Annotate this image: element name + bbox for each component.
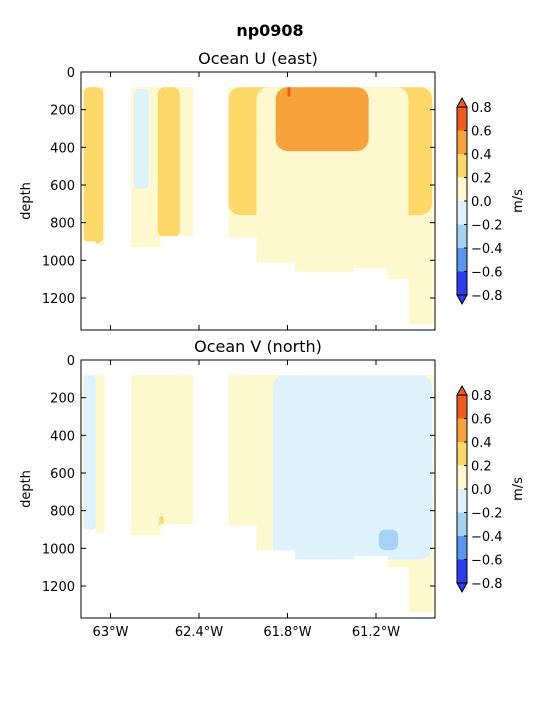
colorbar-segment bbox=[457, 418, 467, 443]
y-tick-label: 200 bbox=[50, 104, 75, 119]
y-tick-label: 400 bbox=[50, 429, 75, 444]
colorbar-label: m/s bbox=[511, 189, 526, 213]
colorbar-tick-label: 0.4 bbox=[471, 148, 492, 163]
colorbar-segment bbox=[457, 130, 467, 155]
x-tick-label: 62.4°W bbox=[175, 625, 223, 640]
colorbar-tick-label: −0.2 bbox=[471, 507, 503, 522]
colorbar-segment bbox=[457, 201, 467, 225]
contour-field bbox=[82, 87, 434, 325]
colorbar-segment bbox=[457, 271, 467, 296]
colorbar-tick-label: −0.4 bbox=[471, 530, 503, 545]
y-tick-label: 600 bbox=[50, 467, 75, 482]
colorbar-segment bbox=[457, 442, 467, 466]
contour-region bbox=[287, 87, 291, 97]
contour-region bbox=[83, 87, 104, 244]
y-tick-label: 600 bbox=[50, 179, 75, 194]
colorbar-segment bbox=[457, 107, 467, 131]
colorbar-tick-label: −0.6 bbox=[471, 266, 503, 281]
y-tick-label: 400 bbox=[50, 141, 75, 156]
y-tick-label: 0 bbox=[67, 66, 75, 81]
colorbar-segment bbox=[457, 465, 467, 490]
contour-region bbox=[134, 88, 149, 189]
y-tick-label: 200 bbox=[50, 392, 75, 407]
y-tick-label: 1200 bbox=[42, 580, 75, 595]
y-axis-label: depth bbox=[19, 470, 34, 508]
colorbar-tick-label: 0.6 bbox=[471, 413, 492, 428]
x-tick-label: 61.2°W bbox=[352, 625, 400, 640]
axes-title: Ocean U (east) bbox=[198, 49, 318, 68]
colorbar-segment bbox=[457, 154, 467, 178]
colorbar-segment bbox=[457, 512, 467, 537]
colorbar-tick-label: −0.2 bbox=[471, 219, 503, 234]
colorbar-tick-label: 0.6 bbox=[471, 125, 492, 140]
y-axis-label: depth bbox=[19, 182, 34, 220]
y-tick-label: 1000 bbox=[42, 254, 75, 269]
axes-frame bbox=[80, 359, 436, 619]
contour-region bbox=[157, 87, 180, 238]
y-tick-label: 800 bbox=[50, 217, 75, 232]
y-tick-label: 0 bbox=[67, 354, 75, 369]
x-tick-label: 63°W bbox=[93, 625, 129, 640]
colorbar-tick-label: 0.2 bbox=[471, 460, 492, 475]
colorbar-tick-label: −0.8 bbox=[471, 289, 503, 304]
axes-frame bbox=[80, 71, 436, 331]
colorbar-segment bbox=[457, 489, 467, 513]
y-tick-label: 800 bbox=[50, 505, 75, 520]
panel-1: Ocean U (east) 0 200 400 600 800 1000 1200 depth… bbox=[19, 49, 526, 331]
colorbar-tick-label: −0.4 bbox=[471, 242, 503, 257]
colorbar-segment bbox=[457, 559, 467, 584]
contour-region bbox=[83, 375, 96, 530]
colorbar-segment bbox=[457, 248, 467, 272]
colorbar-tick-label: 0.0 bbox=[471, 195, 492, 210]
colorbar-tick-label: 0.2 bbox=[471, 172, 492, 187]
colorbar-tick-label: 0.8 bbox=[471, 389, 492, 404]
colorbar-segment bbox=[457, 395, 467, 419]
figure-title: np0908 bbox=[236, 21, 303, 40]
colorbar-tick-label: 0.8 bbox=[471, 101, 492, 116]
colorbar-tick-label: −0.8 bbox=[471, 577, 503, 592]
colorbar-tick-label: 0.4 bbox=[471, 436, 492, 451]
colorbar-segment bbox=[457, 177, 467, 202]
contour-region bbox=[159, 516, 164, 526]
y-tick-label: 1000 bbox=[42, 542, 75, 557]
axes-title: Ocean V (north) bbox=[194, 337, 322, 356]
colorbar-segment bbox=[457, 224, 467, 249]
contour-region bbox=[272, 375, 433, 560]
contour-region bbox=[275, 87, 369, 152]
y-tick-label: 1200 bbox=[42, 292, 75, 307]
x-tick-label: 61.8°W bbox=[263, 625, 311, 640]
colorbar-label: m/s bbox=[511, 477, 526, 501]
contour-region bbox=[378, 529, 399, 551]
colorbar-tick-label: −0.6 bbox=[471, 554, 503, 569]
colorbar-tick-label: 0.0 bbox=[471, 483, 492, 498]
colorbar-segment bbox=[457, 536, 467, 560]
